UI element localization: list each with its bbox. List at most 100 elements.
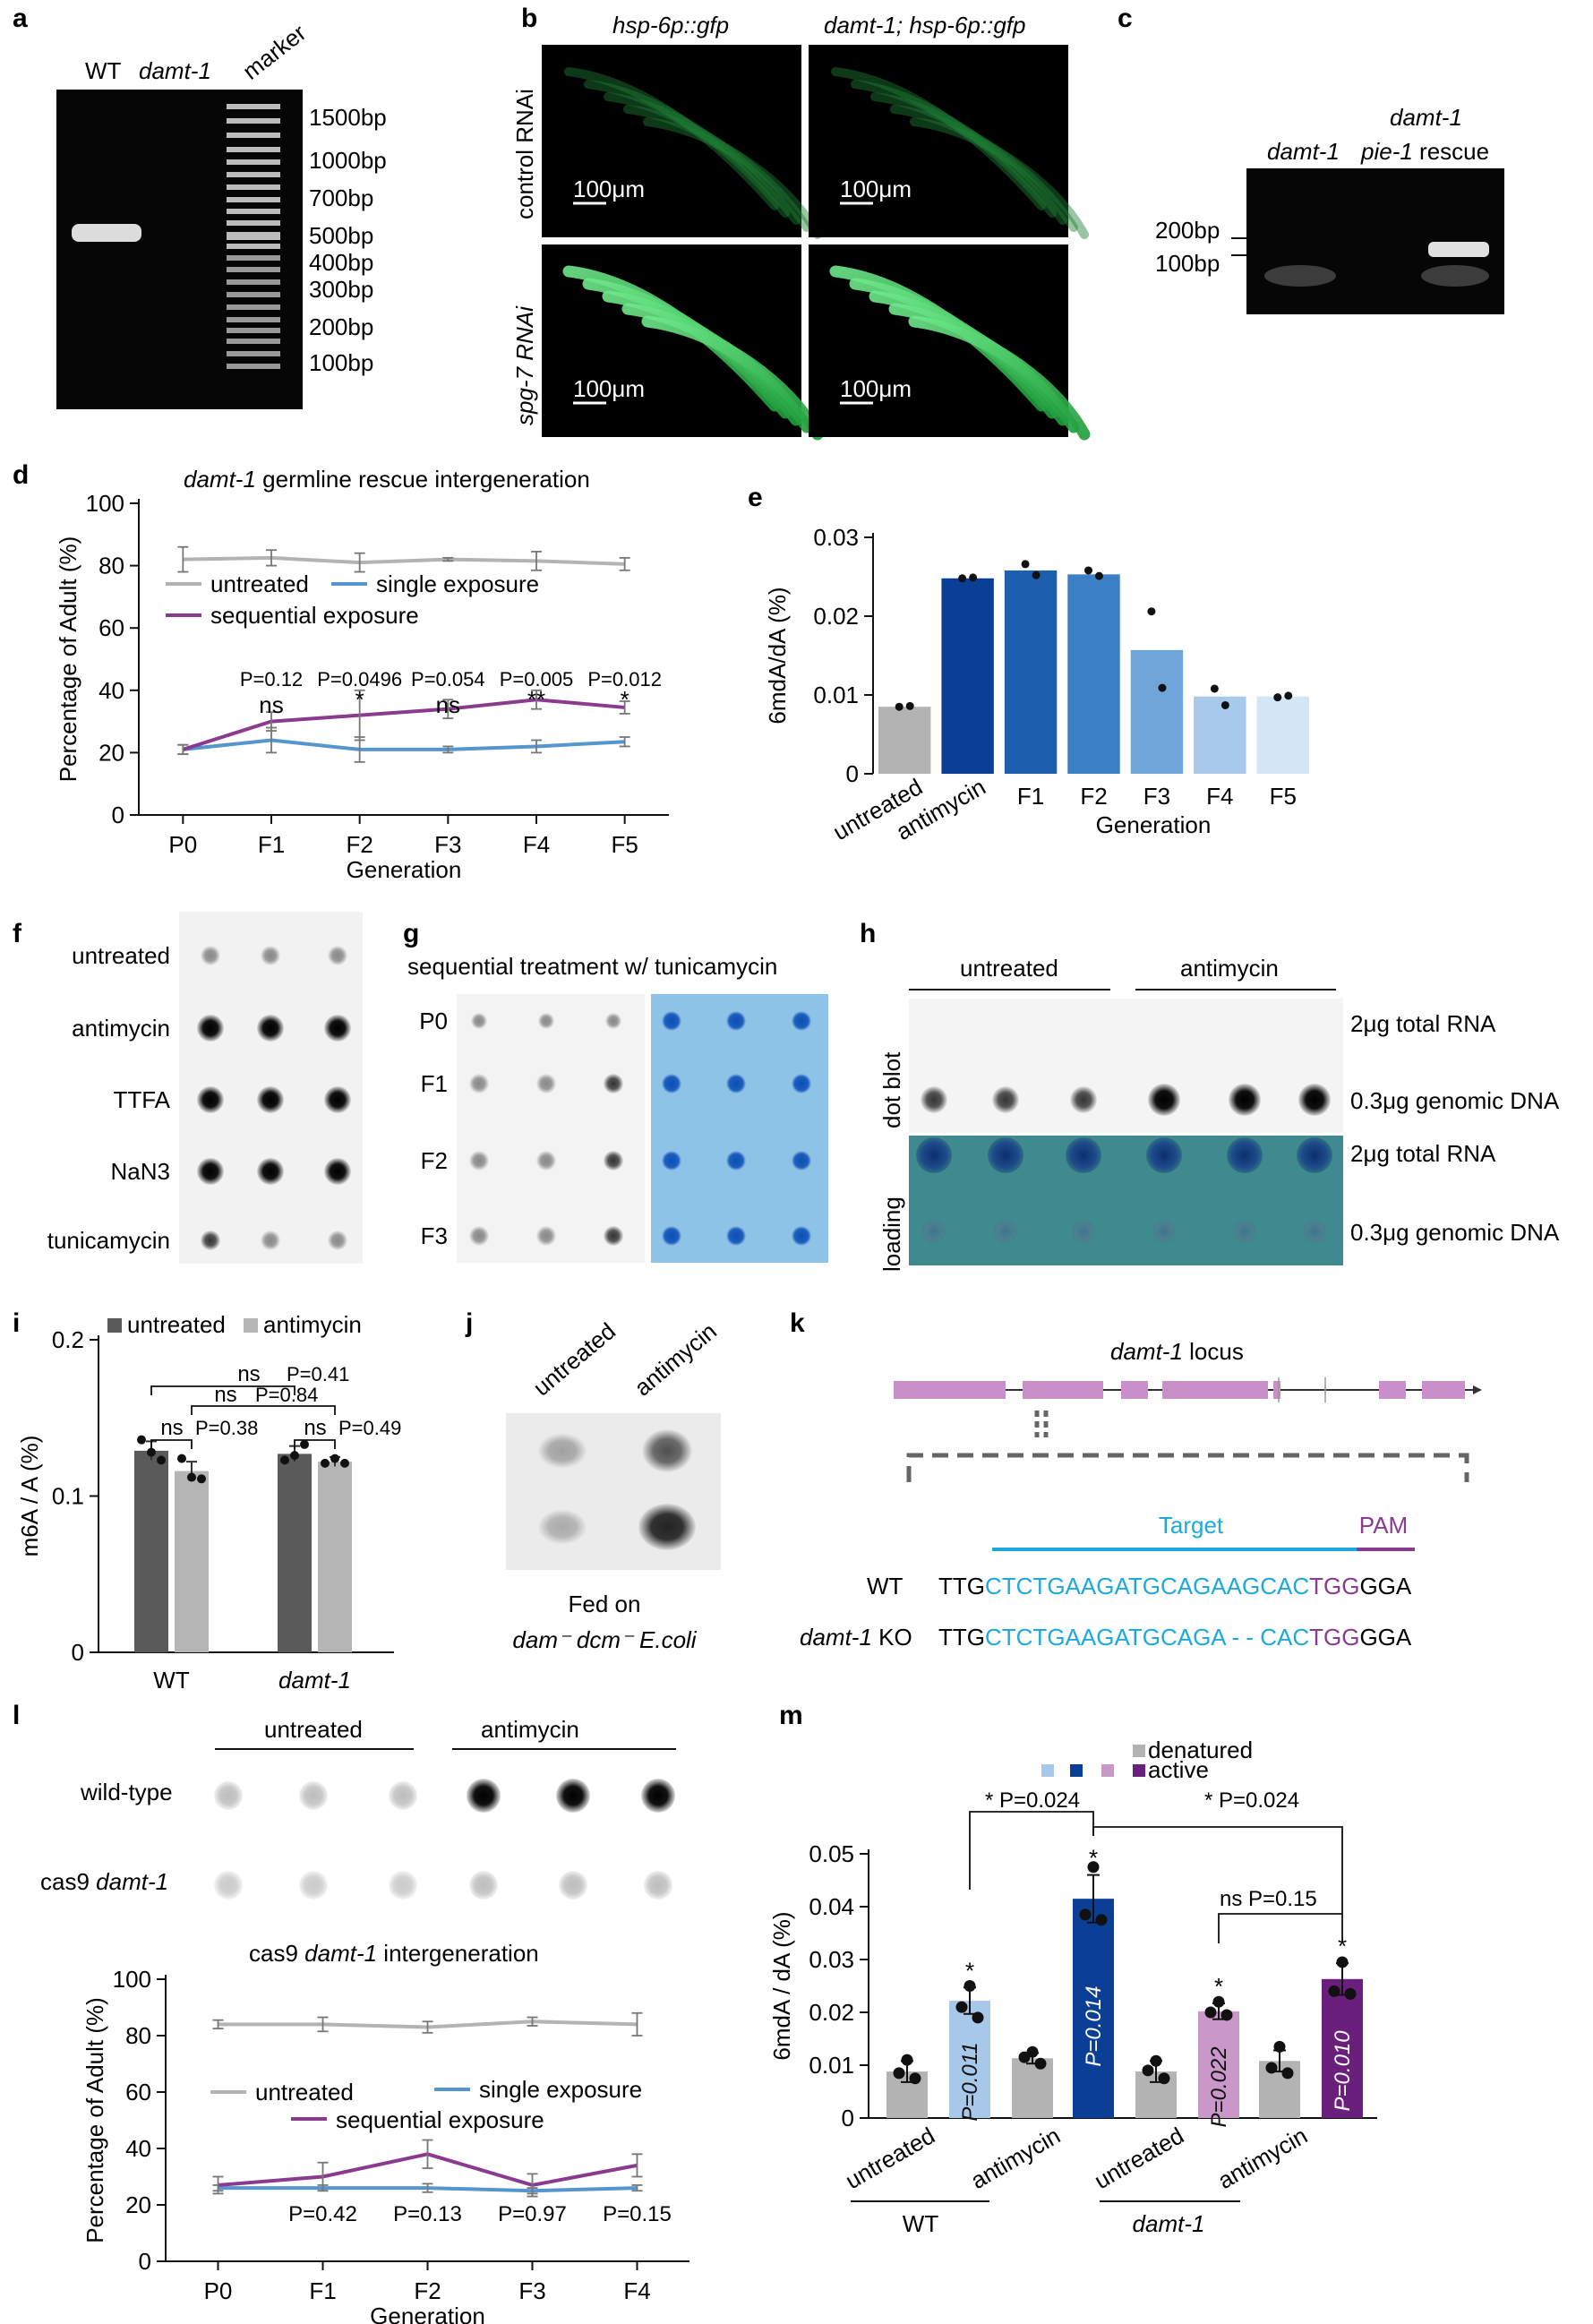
bar <box>1256 696 1309 774</box>
legend-label: untreated <box>210 570 309 597</box>
ladder-band <box>227 244 280 249</box>
bar-pvalue: P=0.022 <box>1207 2046 1231 2127</box>
stat-bracket <box>1092 1826 1343 1943</box>
stat-label: ns <box>237 1362 260 1386</box>
ladder-band <box>227 133 280 138</box>
stat-bracket <box>1218 1913 1342 1943</box>
blot-dot <box>467 1779 501 1813</box>
data-point <box>330 1454 339 1463</box>
blot-f: untreated antimycin TTFA NaN3 tunicamycin <box>47 942 351 1254</box>
data-point <box>909 2072 921 2085</box>
gel-band-rescue <box>1428 242 1489 257</box>
j-dot <box>638 1504 696 1550</box>
worm-shape <box>890 105 1078 232</box>
stat-bracket <box>969 1811 1094 1890</box>
ladder-band <box>227 339 280 344</box>
ladder-band <box>227 351 280 356</box>
ladder-band <box>227 292 280 297</box>
ladder-band <box>227 197 280 202</box>
data-point <box>280 1455 289 1465</box>
series-line <box>183 555 625 566</box>
stat-bracket <box>150 1385 295 1395</box>
h-col-antimycin: antimycin <box>1180 955 1279 982</box>
j-dot <box>537 1509 587 1545</box>
data-point <box>1281 2067 1294 2080</box>
marker-label: 500bp <box>309 222 373 249</box>
blot-dot <box>921 1086 947 1113</box>
y-axis-label: 6mdA / dA (%) <box>768 1911 795 2060</box>
blot-dot <box>324 1086 351 1113</box>
data-point <box>1150 2054 1162 2067</box>
ladder-band <box>227 232 280 240</box>
significance-mark: * <box>355 686 364 713</box>
panel-l: l untreated antimycin wild-type cas9 dam… <box>13 1701 689 2324</box>
series-line <box>183 738 625 751</box>
lane-label-marker: marker <box>237 19 311 85</box>
k-pam-label: PAM <box>1359 1512 1408 1539</box>
marker-label: 300bp <box>309 276 373 303</box>
p-value: P=0.005 <box>500 668 574 690</box>
y-tick-label: 0.03 <box>809 1946 854 1973</box>
blot-g: P0 F1 F2 F3 <box>419 1008 811 1249</box>
blot-h <box>916 1084 1332 1243</box>
y-tick-label: 60 <box>98 614 124 641</box>
x-tick-label: F3 <box>434 831 461 858</box>
loading-dot <box>1227 1137 1263 1173</box>
blot-g-stain-background <box>651 994 828 1263</box>
col-label-hsp6: hsp-6p::gfp <box>612 12 729 39</box>
legend-label: denatured <box>1148 1737 1253 1763</box>
significance-mark: ** <box>527 686 545 713</box>
k-exon <box>1121 1381 1148 1399</box>
chart-d-title: damt-1 germline rescue intergeneration <box>184 466 590 493</box>
stat-pvalue: P=0.38 <box>195 1417 258 1439</box>
blot-stain-dot <box>792 1226 811 1246</box>
stat-pvalue: P=0.84 <box>255 1384 318 1406</box>
panel-j: j untreated antimycin Fed on dam⁻ dcm⁻ E… <box>465 1308 722 1653</box>
worm-shape <box>564 67 779 210</box>
data-point <box>197 1474 206 1484</box>
k-exon <box>1273 1381 1280 1399</box>
bar <box>1067 574 1120 774</box>
legend-label: sequential exposure <box>210 602 419 629</box>
series-line <box>182 698 625 751</box>
data-point <box>1158 2072 1170 2085</box>
panel-letter-j: j <box>465 1308 473 1338</box>
data-point <box>1032 570 1041 579</box>
legend-label: single exposure <box>376 570 539 597</box>
data-point <box>972 2011 984 2024</box>
x-tick-label: F2 <box>346 831 373 858</box>
ladder-band <box>227 304 280 310</box>
data-point <box>1142 2064 1154 2077</box>
blot-stain-dot <box>726 1011 746 1031</box>
k-title: damt-1 locus <box>1110 1338 1244 1365</box>
row-label-spg7-rnai: spg-7 RNAi <box>511 305 538 425</box>
chart-i: 0 0.1 0.2 m6A / A (%) WT damt-1 untreated antim… <box>16 1311 401 1694</box>
panel-letter-k: k <box>790 1308 805 1338</box>
y-tick-label: 100 <box>86 490 124 517</box>
data-point <box>1018 2051 1031 2063</box>
h-row-rna-1: 2μg total RNA <box>1350 1010 1496 1037</box>
ladder-band <box>227 317 280 322</box>
data-point <box>905 701 914 710</box>
x-tick-label: WT <box>153 1667 190 1694</box>
blot-dot <box>201 946 220 965</box>
blot-dot <box>201 1231 220 1250</box>
j-dot <box>537 1433 587 1469</box>
scale-bar-label: 100μm <box>573 176 645 202</box>
loading-dot <box>988 1137 1023 1173</box>
bar <box>1004 570 1058 774</box>
y-tick-label: 0.04 <box>809 1893 854 1920</box>
l-col-untreated: untreated <box>264 1716 363 1743</box>
x-axis-label: Generation <box>1096 811 1212 838</box>
legend-label: sequential exposure <box>336 2106 544 2133</box>
stat-label: ns <box>214 1383 236 1407</box>
loading-dot <box>1152 1220 1176 1243</box>
panel-letter-h: h <box>860 919 876 948</box>
panel-letter-f: f <box>13 919 22 948</box>
j-caption-2: dam⁻ dcm⁻ E.coli <box>512 1626 697 1653</box>
data-point <box>1265 2062 1278 2074</box>
panel-letter-d: d <box>13 460 29 490</box>
microscopy-images: 100μm 100μm 100μm 100μm <box>542 45 1091 441</box>
loading-dot <box>1146 1137 1182 1173</box>
